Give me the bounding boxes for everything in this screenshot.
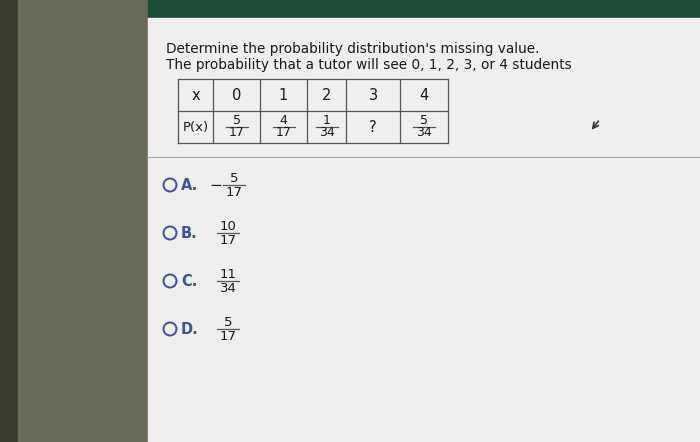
Text: A.: A. [181,178,198,193]
Text: 34: 34 [318,126,335,140]
Text: 17: 17 [229,126,244,140]
Text: ?: ? [369,119,377,134]
Text: 10: 10 [220,220,237,232]
Text: 17: 17 [225,186,242,198]
Text: C.: C. [181,274,197,289]
Text: x: x [191,88,200,103]
Text: 34: 34 [220,282,237,294]
Bar [0,0,18,442]
Text: 34: 34 [416,126,432,140]
Text: 2: 2 [322,88,331,103]
Bar [148,0,700,18]
Text: 5: 5 [420,114,428,127]
Text: 1: 1 [279,88,288,103]
Text: 17: 17 [276,126,291,140]
Text: 5: 5 [230,171,238,184]
Text: 5: 5 [232,114,241,127]
Bar [18,0,148,442]
Text: 5: 5 [224,316,232,328]
Text: 11: 11 [220,267,237,281]
Text: 3: 3 [368,88,377,103]
Bar [148,18,700,442]
Text: 1: 1 [323,114,330,127]
Text: P(x): P(x) [183,121,209,133]
Text: B.: B. [181,225,197,240]
Text: 4: 4 [419,88,428,103]
Text: −: − [209,178,223,193]
Text: The probability that a tutor will see 0, 1, 2, 3, or 4 students: The probability that a tutor will see 0,… [166,58,572,72]
Text: 4: 4 [279,114,288,127]
Text: Determine the probability distribution's missing value.: Determine the probability distribution's… [166,42,540,56]
Text: 17: 17 [220,329,237,343]
Text: D.: D. [181,321,199,336]
Text: 17: 17 [220,233,237,247]
Text: 0: 0 [232,88,242,103]
